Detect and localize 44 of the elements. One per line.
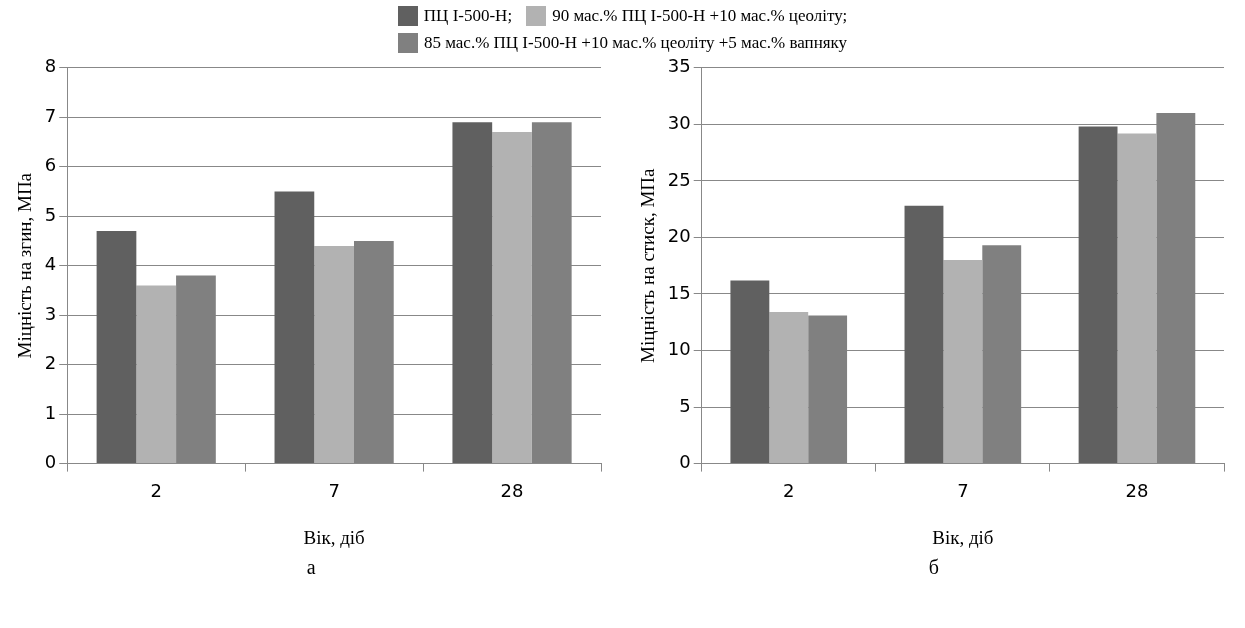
bar [274,191,315,464]
y-tick-label: 20 [667,225,691,247]
y-tick-label: 35 [667,55,691,77]
bar [452,122,493,464]
y-tick-label: 5 [679,394,691,416]
y-tick-label: 1 [45,401,57,423]
y-tick-label: 3 [45,302,57,324]
x-tick-label: 28 [1125,480,1149,502]
y-tick-label: 30 [667,112,691,134]
legend-label: 90 мас.% ПЦ I-500-Н +10 мас.% цеоліту; [552,5,848,26]
x-tick-label: 2 [782,480,795,502]
bar [904,205,944,464]
y-tick-label: 2 [45,352,57,374]
y-tick-label: 8 [45,55,57,77]
y-tick-label: 6 [45,154,57,176]
text: а [306,556,316,579]
x-tick-label: 7 [328,480,341,502]
y-tick-label: 4 [45,253,57,275]
bar [96,231,137,464]
x-tick-label: 28 [500,480,524,502]
legend-label: ПЦ I-500-Н; [423,5,513,26]
bar [314,245,355,464]
y-axis-title: Міцність на згин, МПа [14,172,36,359]
y-axis-title: Міцність на стиск, МПа [637,167,659,363]
x-tick-label: 7 [956,480,969,502]
y-tick-label: 0 [45,451,57,473]
y-tick-label: 7 [45,104,57,126]
x-axis-title: Вік, діб [303,526,366,548]
bar [136,285,177,464]
x-axis-title: Вік, діб [931,526,994,548]
bar [769,312,808,464]
y-tick-label: 10 [667,338,691,360]
bar [492,132,533,464]
bar [943,260,983,464]
y-tick-label: 15 [667,281,691,303]
x-tick-label: 2 [150,480,163,502]
bar [1078,126,1118,464]
text: б [928,556,939,579]
y-tick-label: 0 [679,451,691,473]
bar [1117,133,1157,464]
legend-label: 85 мас.% ПЦ I-500-Н +10 мас.% цеоліту +5 мас.% вапняку [423,32,848,53]
y-tick-label: 25 [667,168,691,190]
bar [730,280,770,464]
y-tick-label: 5 [45,203,57,225]
